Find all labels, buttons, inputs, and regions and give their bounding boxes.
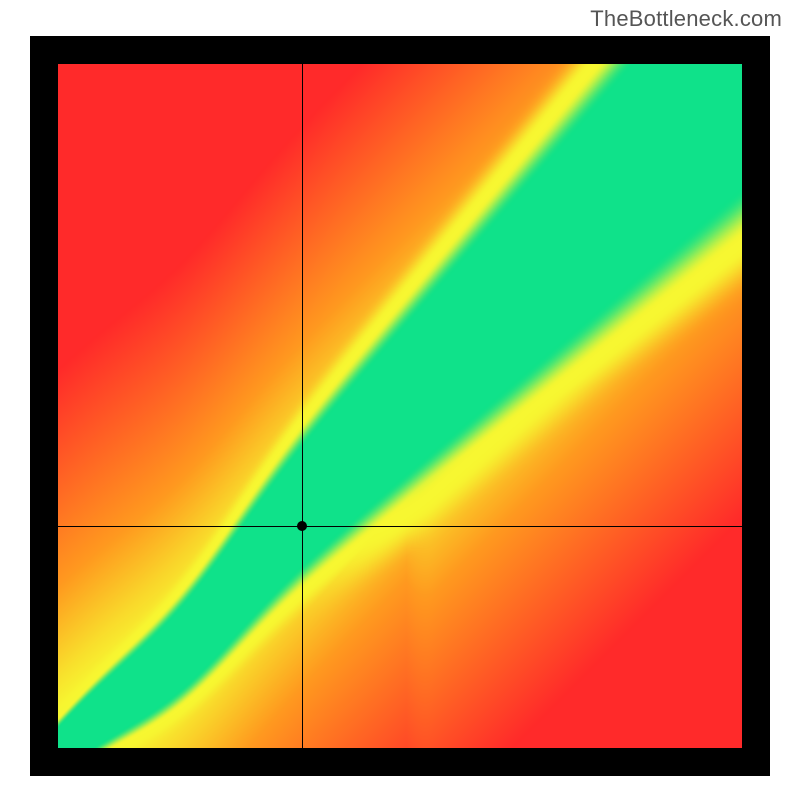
crosshair-horizontal (58, 526, 742, 527)
chart-container: TheBottleneck.com (0, 0, 800, 800)
plot-area (58, 64, 742, 748)
data-point-marker (297, 521, 307, 531)
crosshair-vertical (302, 64, 303, 748)
heatmap-canvas (58, 64, 742, 748)
watermark-text: TheBottleneck.com (590, 6, 782, 32)
